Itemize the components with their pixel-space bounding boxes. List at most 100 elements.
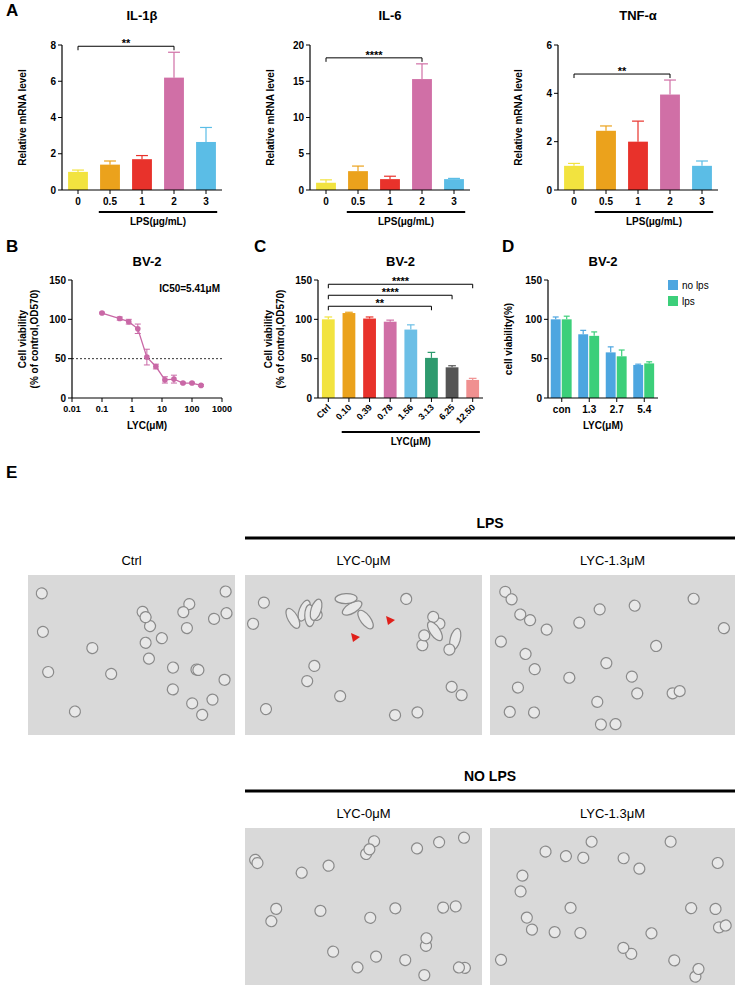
cell — [363, 911, 377, 925]
chart-title: BV-2 — [589, 254, 618, 269]
cell — [630, 687, 643, 700]
x-tick — [110, 190, 111, 194]
micrograph — [490, 575, 735, 735]
y-tick — [544, 398, 548, 399]
panel-letter: A — [6, 1, 18, 20]
cell — [399, 592, 414, 607]
x-tick-label: 10 — [157, 404, 167, 414]
significance-label: ** — [376, 297, 385, 309]
y-tick-label: 6 — [50, 76, 56, 87]
y-tick — [306, 117, 310, 118]
y-tick-label: 5 — [298, 148, 304, 159]
error-cap — [591, 331, 597, 332]
cell — [446, 681, 458, 693]
cell — [519, 648, 532, 661]
error-cap — [696, 160, 708, 161]
x-axis-title: LYC(μM) — [583, 420, 623, 431]
point — [153, 364, 159, 370]
bar — [380, 179, 400, 190]
x-tick-label: 1 — [635, 196, 641, 207]
y-tick — [58, 190, 62, 191]
x-tick-label: 3.13 — [416, 402, 435, 421]
x-tick-label: 0.5 — [351, 196, 365, 207]
cell — [632, 861, 647, 876]
group-label: NO LPS — [464, 768, 516, 784]
error-cap — [632, 121, 644, 122]
error-cap — [580, 330, 586, 331]
bar — [606, 352, 616, 398]
y-tick — [314, 398, 318, 399]
error-line — [431, 352, 432, 358]
bar — [617, 356, 627, 398]
y-tick-label: 0 — [546, 185, 552, 196]
x-tick-label: 1 — [387, 196, 393, 207]
series-line — [102, 313, 201, 385]
group-line — [245, 537, 735, 540]
y-axis — [557, 45, 558, 190]
x-tick-label: Ctrl — [315, 402, 333, 420]
cell — [104, 666, 119, 681]
cell — [68, 705, 81, 718]
y-tick — [554, 141, 558, 142]
cell — [594, 718, 607, 731]
cell — [649, 638, 664, 653]
error-cap — [386, 320, 394, 321]
cell — [562, 671, 576, 685]
significance-label: **** — [382, 286, 400, 298]
cell — [307, 659, 321, 673]
cell — [219, 606, 234, 621]
cell — [504, 592, 519, 607]
cell — [495, 953, 508, 966]
y-tick — [68, 319, 72, 320]
y-axis-title: Cell viability — [263, 309, 274, 368]
error-bar — [564, 316, 570, 319]
error-cap — [345, 312, 353, 313]
y-axis-title: Cell viability — [17, 309, 28, 368]
bar — [316, 183, 336, 190]
y-tick-label: 6 — [546, 40, 552, 51]
cell — [410, 841, 425, 856]
group-line — [595, 211, 713, 213]
y-tick-label: 100 — [49, 314, 66, 325]
x-tick-label: 0.5 — [599, 196, 613, 207]
error-bar — [407, 325, 415, 330]
y-tick — [306, 153, 310, 154]
x-tick — [589, 398, 590, 402]
legend-label: no lps — [682, 280, 709, 291]
error-bar — [171, 375, 177, 383]
y-tick-label: 0 — [60, 393, 66, 404]
x-axis-title: LPS(μg/mL) — [378, 216, 434, 227]
y-axis-title: (% of control,OD570) — [275, 290, 286, 389]
panel-letter: E — [6, 463, 17, 482]
plot-marks — [72, 310, 222, 388]
error-bar — [696, 161, 708, 166]
plot-marks — [34, 584, 234, 721]
error-bar — [635, 364, 641, 366]
cell — [43, 666, 54, 677]
x-tick-label: 0.1 — [96, 404, 109, 414]
y-axis — [71, 280, 72, 398]
error-cap — [608, 346, 614, 347]
point — [198, 383, 204, 389]
y-tick-label: 8 — [50, 40, 56, 51]
cell — [565, 902, 577, 914]
group-line — [347, 211, 465, 213]
group-label: LPS — [476, 515, 503, 531]
y-tick — [314, 319, 318, 320]
error-bar — [553, 317, 559, 319]
y-axis-title: (% of control,OD570) — [29, 290, 40, 389]
bar — [692, 166, 712, 190]
cell — [493, 634, 508, 649]
error-bar — [428, 352, 436, 358]
x-axis — [548, 397, 658, 398]
x-axis-title: LPS(μg/mL) — [626, 216, 682, 227]
error-bar — [135, 324, 141, 333]
chart-title: IL-1β — [126, 8, 157, 23]
point — [189, 380, 195, 386]
cell — [196, 708, 209, 721]
bar — [425, 358, 438, 398]
cell — [335, 593, 357, 604]
x-tick-label: 1000 — [212, 404, 232, 414]
cell — [590, 694, 606, 710]
x-tick — [670, 190, 671, 194]
